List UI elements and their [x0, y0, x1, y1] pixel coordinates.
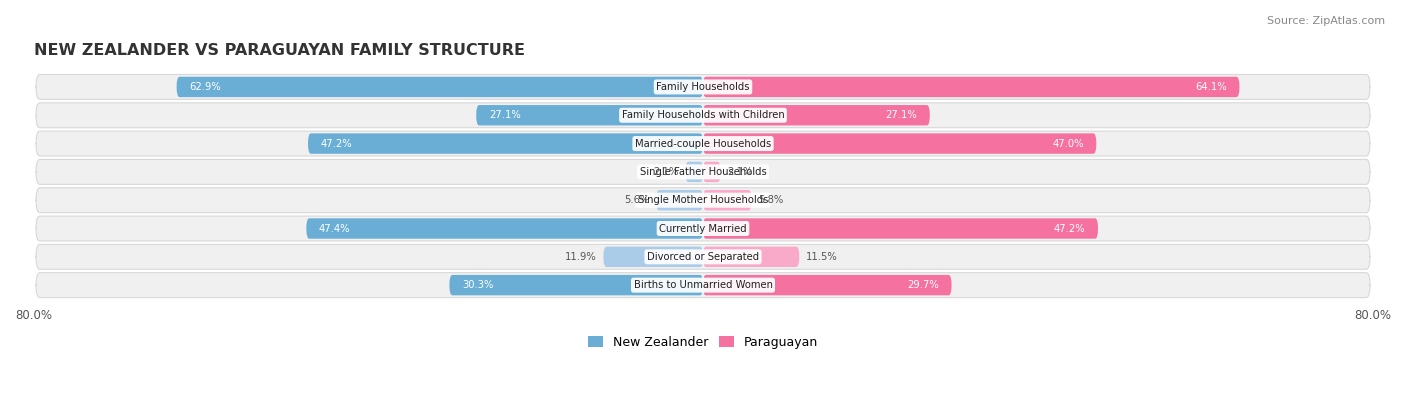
FancyBboxPatch shape — [37, 216, 1369, 241]
FancyBboxPatch shape — [37, 160, 1369, 184]
FancyBboxPatch shape — [37, 131, 1369, 156]
Text: 11.9%: 11.9% — [565, 252, 596, 262]
Text: 5.8%: 5.8% — [758, 195, 783, 205]
FancyBboxPatch shape — [703, 218, 1098, 239]
Text: 30.3%: 30.3% — [463, 280, 494, 290]
Text: Currently Married: Currently Married — [659, 224, 747, 233]
Text: 47.2%: 47.2% — [321, 139, 352, 149]
FancyBboxPatch shape — [703, 77, 1240, 97]
Text: 47.2%: 47.2% — [1054, 224, 1085, 233]
Text: 27.1%: 27.1% — [886, 110, 917, 120]
Text: 5.6%: 5.6% — [624, 195, 650, 205]
FancyBboxPatch shape — [477, 105, 703, 126]
Text: 62.9%: 62.9% — [190, 82, 221, 92]
Text: Family Households: Family Households — [657, 82, 749, 92]
Text: Births to Unmarried Women: Births to Unmarried Women — [634, 280, 772, 290]
Text: Source: ZipAtlas.com: Source: ZipAtlas.com — [1267, 16, 1385, 26]
Text: Divorced or Separated: Divorced or Separated — [647, 252, 759, 262]
Text: 2.1%: 2.1% — [654, 167, 679, 177]
Text: 29.7%: 29.7% — [907, 280, 939, 290]
Text: 47.0%: 47.0% — [1052, 139, 1084, 149]
FancyBboxPatch shape — [37, 273, 1369, 297]
Text: 2.1%: 2.1% — [727, 167, 752, 177]
FancyBboxPatch shape — [686, 162, 703, 182]
Text: 27.1%: 27.1% — [489, 110, 520, 120]
Text: Married-couple Households: Married-couple Households — [636, 139, 770, 149]
FancyBboxPatch shape — [603, 246, 703, 267]
Text: 47.4%: 47.4% — [319, 224, 350, 233]
FancyBboxPatch shape — [37, 245, 1369, 269]
FancyBboxPatch shape — [307, 218, 703, 239]
Legend: New Zealander, Paraguayan: New Zealander, Paraguayan — [588, 336, 818, 349]
Text: Family Households with Children: Family Households with Children — [621, 110, 785, 120]
Text: 64.1%: 64.1% — [1195, 82, 1227, 92]
FancyBboxPatch shape — [703, 190, 752, 211]
FancyBboxPatch shape — [703, 134, 1097, 154]
FancyBboxPatch shape — [703, 246, 799, 267]
FancyBboxPatch shape — [450, 275, 703, 295]
FancyBboxPatch shape — [308, 134, 703, 154]
FancyBboxPatch shape — [703, 275, 952, 295]
Text: Single Father Households: Single Father Households — [640, 167, 766, 177]
FancyBboxPatch shape — [703, 162, 720, 182]
Text: Single Mother Households: Single Mother Households — [638, 195, 768, 205]
FancyBboxPatch shape — [657, 190, 703, 211]
FancyBboxPatch shape — [177, 77, 703, 97]
FancyBboxPatch shape — [703, 105, 929, 126]
FancyBboxPatch shape — [37, 103, 1369, 128]
Text: 11.5%: 11.5% — [806, 252, 838, 262]
FancyBboxPatch shape — [37, 188, 1369, 213]
Text: NEW ZEALANDER VS PARAGUAYAN FAMILY STRUCTURE: NEW ZEALANDER VS PARAGUAYAN FAMILY STRUC… — [34, 43, 524, 58]
FancyBboxPatch shape — [37, 75, 1369, 100]
